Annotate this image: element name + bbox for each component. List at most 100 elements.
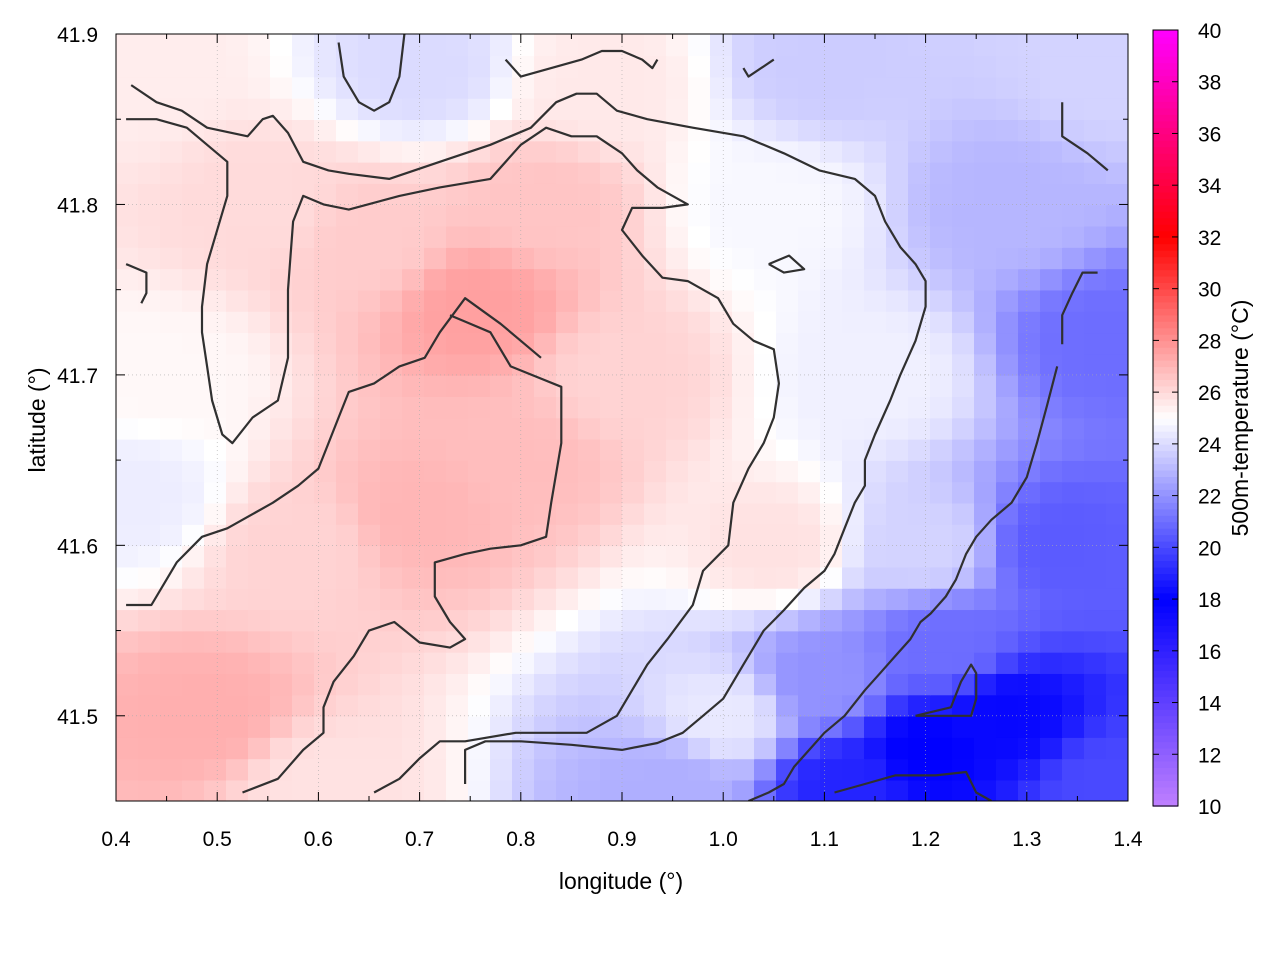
heatmap-cell — [138, 609, 161, 632]
x-tick-label: 1.2 — [911, 828, 940, 851]
heatmap-cell — [996, 310, 1019, 334]
heatmap-cell — [512, 779, 535, 801]
heatmap-cell — [732, 737, 755, 760]
heatmap-cell — [952, 247, 975, 270]
heatmap-cell — [116, 76, 139, 99]
heatmap-cell — [622, 566, 645, 589]
heatmap-cell — [138, 161, 161, 184]
heatmap-cell — [292, 651, 315, 674]
heatmap-cell — [270, 353, 293, 376]
heatmap-cell — [380, 353, 403, 376]
heatmap-cell — [270, 737, 293, 760]
heatmap-cell — [974, 694, 997, 717]
heatmap-cell — [600, 438, 623, 461]
heatmap-cell — [160, 460, 183, 483]
heatmap-cell — [292, 97, 315, 121]
heatmap-cell — [534, 630, 557, 653]
heatmap-cell — [886, 161, 909, 184]
heatmap-cell — [996, 481, 1019, 504]
heatmap-cell — [336, 438, 359, 461]
colorbar-segment — [1153, 650, 1178, 659]
heatmap-cell — [776, 268, 799, 291]
heatmap-cell — [930, 481, 953, 504]
heatmap-cell — [952, 630, 975, 653]
heatmap-cell — [270, 673, 293, 696]
heatmap-cell — [688, 396, 711, 419]
heatmap-cell — [270, 161, 293, 184]
heatmap-cell — [314, 268, 337, 291]
heatmap-cell — [1040, 225, 1063, 248]
heatmap-cell — [226, 310, 249, 334]
heatmap-cell — [1084, 630, 1107, 653]
heatmap-cell — [336, 587, 359, 611]
heatmap-cell — [402, 438, 425, 461]
heatmap-cell — [1018, 204, 1041, 227]
heatmap-cell — [974, 97, 997, 121]
heatmap-cell — [710, 460, 733, 483]
heatmap-cell — [1018, 161, 1041, 184]
heatmap-cell — [468, 289, 491, 312]
colorbar-segment — [1153, 392, 1178, 400]
heatmap-cell — [974, 289, 997, 312]
heatmap-cell — [490, 247, 513, 270]
heatmap-cell — [204, 353, 227, 376]
heatmap-cell — [204, 268, 227, 291]
heatmap-cell — [138, 97, 161, 121]
heatmap-cell — [182, 374, 205, 397]
heatmap-cell — [776, 76, 799, 99]
heatmap-cell — [1084, 566, 1107, 589]
heatmap-cell — [776, 609, 799, 632]
heatmap-cell — [160, 97, 183, 121]
colorbar-segment — [1153, 269, 1178, 277]
heatmap-cell — [138, 460, 161, 483]
heatmap-cell — [358, 737, 381, 760]
heatmap-cell — [116, 119, 139, 142]
heatmap-cell — [512, 524, 535, 547]
heatmap-cell — [248, 119, 271, 142]
heatmap-cell — [226, 438, 249, 461]
contour-line — [915, 663, 978, 717]
heatmap-cell — [622, 694, 645, 717]
colorbar-segment — [1153, 139, 1178, 148]
heatmap-cell — [798, 673, 821, 696]
colorbar-segment — [1153, 599, 1178, 607]
heatmap-cell — [820, 438, 843, 461]
colorbar-segment — [1153, 586, 1178, 594]
colorbar-segment — [1153, 592, 1178, 600]
heatmap-cell — [930, 119, 953, 142]
heatmap-cell — [490, 460, 513, 483]
heatmap-cell — [688, 289, 711, 312]
x-tick-label: 0.5 — [203, 828, 232, 851]
heatmap-cell — [468, 715, 491, 738]
heatmap-cell — [336, 55, 359, 78]
heatmap-cell — [336, 353, 359, 376]
heatmap-cell — [666, 502, 689, 525]
heatmap-cell — [138, 289, 161, 312]
heatmap-cell — [600, 183, 623, 206]
heatmap-cell — [578, 396, 601, 419]
heatmap-cell — [644, 481, 667, 504]
heatmap-cell — [1084, 417, 1107, 440]
heatmap-cell — [270, 396, 293, 419]
heatmap-cell — [336, 460, 359, 483]
heatmap-cell — [710, 183, 733, 206]
heatmap-cell — [710, 502, 733, 525]
heatmap-cell — [1040, 609, 1063, 632]
heatmap-cell — [226, 758, 249, 781]
heatmap-cell — [996, 268, 1019, 291]
colorbar-segment — [1153, 62, 1178, 70]
heatmap-cell — [270, 76, 293, 99]
heatmap-cell — [974, 417, 997, 440]
heatmap-cell — [600, 225, 623, 248]
heatmap-cell — [336, 268, 359, 291]
heatmap-cell — [622, 225, 645, 248]
heatmap-cell — [358, 332, 381, 355]
heatmap-cell — [908, 715, 931, 738]
heatmap-cell — [512, 566, 535, 589]
heatmap-cell — [160, 481, 183, 504]
heatmap-cell — [534, 715, 557, 738]
heatmap-cell — [116, 673, 139, 696]
heatmap-cell — [204, 651, 227, 674]
heatmap-cell — [248, 587, 271, 611]
heatmap-cell — [754, 545, 777, 568]
